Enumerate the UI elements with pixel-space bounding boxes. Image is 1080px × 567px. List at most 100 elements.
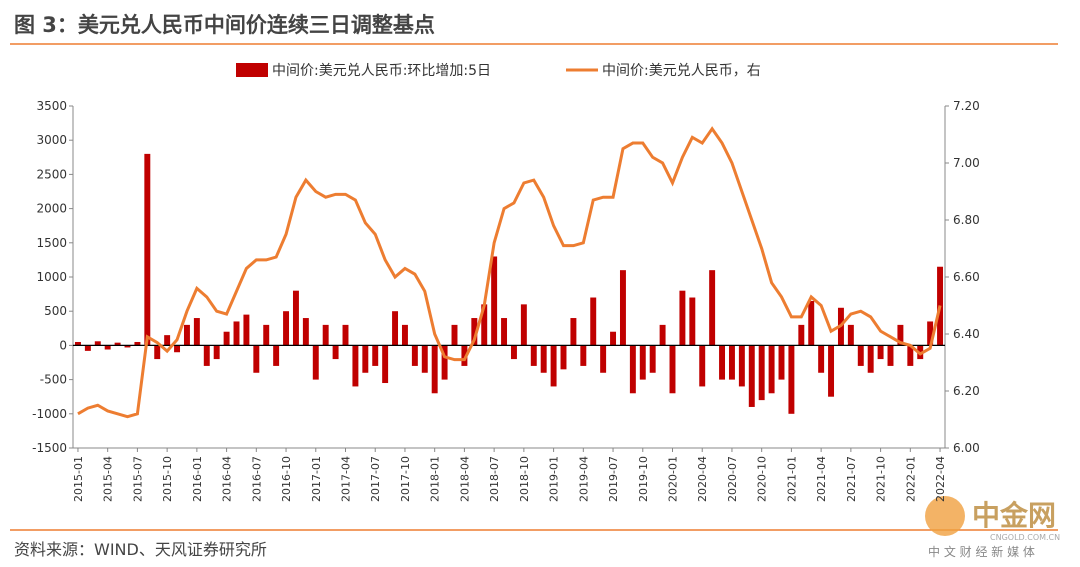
bar bbox=[927, 321, 934, 346]
bar bbox=[907, 345, 914, 366]
bar bbox=[292, 290, 299, 346]
y2-tick-label: 6.40 bbox=[953, 327, 980, 341]
bar bbox=[669, 345, 676, 394]
x-tick-label: 2020-07 bbox=[726, 456, 739, 502]
bar bbox=[481, 304, 488, 346]
source: 资料来源：WIND、天风证券研究所 bbox=[14, 540, 267, 559]
bar bbox=[273, 345, 280, 366]
bar bbox=[74, 341, 81, 346]
x-tick-label: 2015-07 bbox=[131, 456, 144, 502]
x-tick-label: 2021-04 bbox=[815, 456, 828, 502]
x-tick-label: 2015-04 bbox=[102, 456, 115, 502]
bar bbox=[104, 345, 111, 350]
bar bbox=[768, 345, 775, 394]
bar bbox=[183, 324, 190, 346]
bar bbox=[897, 324, 904, 346]
bar bbox=[699, 345, 706, 387]
x-tick-label: 2015-01 bbox=[72, 456, 85, 502]
bar bbox=[491, 256, 498, 346]
bar bbox=[124, 345, 131, 348]
bar bbox=[401, 324, 408, 346]
x-tick-label: 2017-10 bbox=[399, 456, 412, 502]
bar bbox=[352, 345, 359, 387]
y2-tick-label: 7.20 bbox=[953, 99, 980, 113]
x-tick-label: 2019-10 bbox=[637, 456, 650, 502]
bar bbox=[887, 345, 894, 366]
line bbox=[77, 126, 942, 419]
x-tick-label: 2016-07 bbox=[250, 456, 263, 502]
bar bbox=[758, 345, 765, 401]
bar bbox=[709, 270, 716, 346]
x-tick-label: 2019-04 bbox=[577, 456, 590, 502]
bar bbox=[501, 318, 508, 346]
bar bbox=[828, 345, 835, 397]
x-tick-label: 2016-10 bbox=[280, 456, 293, 502]
bar bbox=[659, 324, 666, 346]
bar bbox=[312, 345, 319, 380]
bar bbox=[253, 345, 260, 373]
bar bbox=[788, 345, 795, 414]
bar bbox=[649, 345, 656, 373]
bar bbox=[530, 345, 537, 366]
bar bbox=[600, 345, 607, 373]
logo-icon bbox=[925, 496, 965, 536]
legend-label: 中间价:美元兑人民币，右 bbox=[602, 63, 761, 79]
bar bbox=[619, 270, 626, 346]
bar bbox=[728, 345, 735, 380]
bar bbox=[431, 345, 438, 394]
bar bbox=[560, 345, 567, 370]
x-tick-label: 2021-10 bbox=[875, 456, 888, 502]
title: 图 3：美元兑人民币中间价连续三日调整基点 bbox=[14, 13, 435, 37]
bar bbox=[411, 345, 418, 366]
bar bbox=[382, 345, 389, 384]
y-tick-label: -1000 bbox=[32, 407, 67, 421]
x-tick-label: 2017-07 bbox=[369, 456, 382, 502]
bar bbox=[441, 345, 448, 380]
bar bbox=[322, 324, 329, 346]
bar bbox=[243, 314, 250, 346]
x-tick-label: 2017-01 bbox=[310, 456, 323, 502]
y-tick-label: 2000 bbox=[36, 202, 67, 216]
bar bbox=[362, 345, 369, 373]
bar bbox=[283, 311, 290, 346]
bar bbox=[223, 331, 230, 346]
bar bbox=[778, 345, 785, 380]
bar bbox=[372, 345, 379, 366]
x-tick-label: 2018-01 bbox=[429, 456, 442, 502]
legend-label: 中间价:美元兑人民币:环比增加:5日 bbox=[272, 63, 491, 79]
bar bbox=[342, 324, 349, 346]
bar bbox=[580, 345, 587, 366]
x-tick-label: 2018-07 bbox=[488, 456, 501, 502]
bar bbox=[748, 345, 755, 407]
bar bbox=[302, 318, 309, 346]
bar bbox=[154, 345, 161, 360]
x-tick-label: 2017-04 bbox=[340, 456, 353, 502]
bar bbox=[164, 335, 171, 346]
bar bbox=[867, 345, 874, 373]
y-tick-label: 1500 bbox=[36, 236, 67, 250]
bar bbox=[471, 318, 478, 346]
bar bbox=[392, 311, 399, 346]
y-tick-label: 3000 bbox=[36, 133, 67, 147]
bar bbox=[639, 345, 646, 380]
x-tick-label: 2016-01 bbox=[191, 456, 204, 502]
x-tick-label: 2022-04 bbox=[934, 456, 947, 502]
bar bbox=[174, 345, 181, 353]
bar bbox=[451, 324, 458, 346]
y2-tick-label: 6.60 bbox=[953, 270, 980, 284]
bar bbox=[738, 345, 745, 387]
y-tick-label: 3500 bbox=[36, 99, 67, 113]
bar bbox=[520, 304, 527, 346]
bar bbox=[590, 297, 597, 346]
y-tick-label: 0 bbox=[59, 338, 67, 352]
x-tick-label: 2019-07 bbox=[607, 456, 620, 502]
logo-sub: 中 文 财 经 新 媒 体 bbox=[928, 544, 1035, 559]
bar bbox=[510, 345, 517, 360]
bar bbox=[193, 318, 200, 346]
bar bbox=[798, 324, 805, 346]
bar bbox=[808, 300, 815, 346]
bar bbox=[421, 345, 428, 373]
x-tick-label: 2021-01 bbox=[785, 456, 798, 502]
